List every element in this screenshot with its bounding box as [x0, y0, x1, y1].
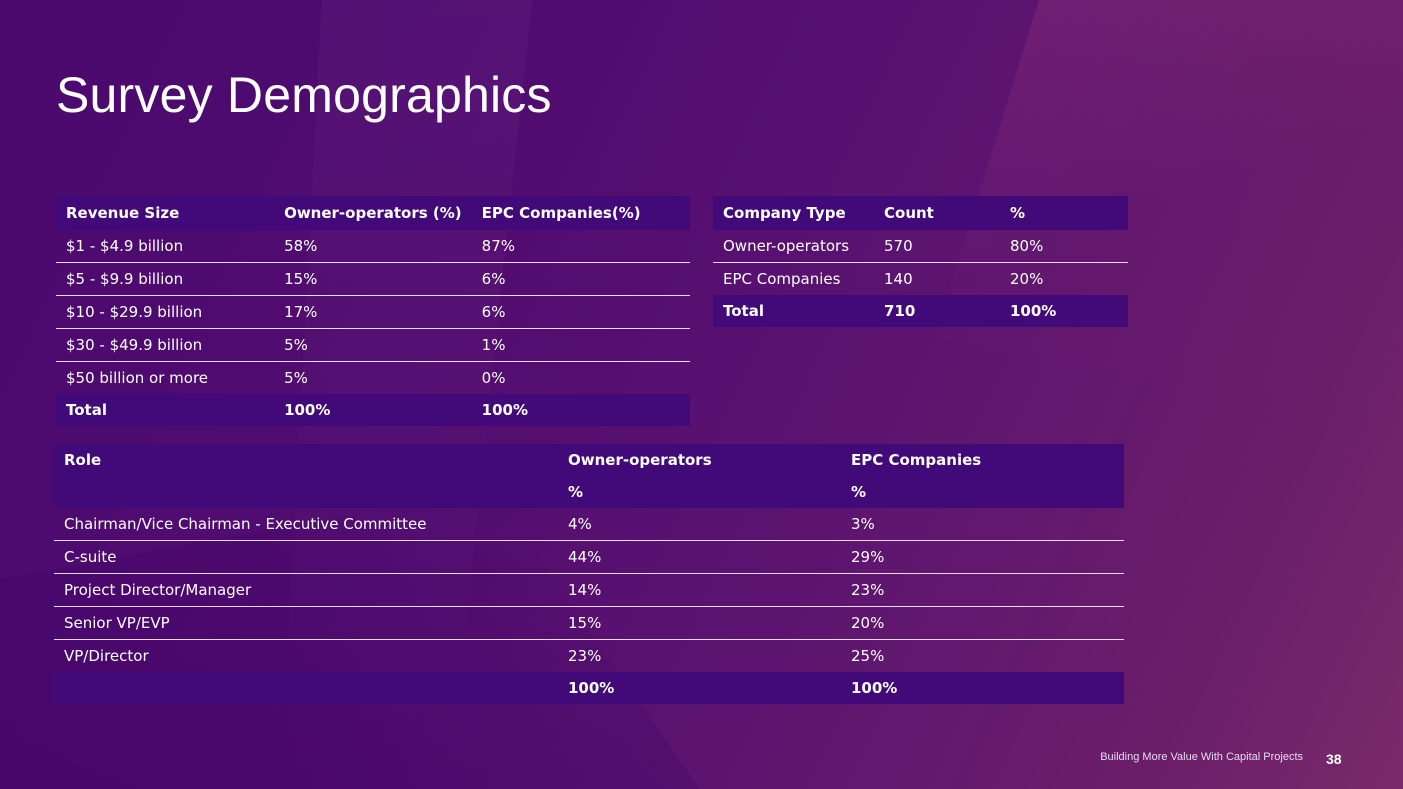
table-cell: 87% — [471, 230, 690, 263]
table-row: $30 - $49.9 billion 5% 1% — [56, 328, 690, 362]
column-header: EPC Companies(%) — [471, 196, 690, 230]
table-header-row: Revenue Size Owner-operators (%) EPC Com… — [56, 196, 690, 230]
table-row: Chairman/Vice Chairman - Executive Commi… — [54, 508, 1124, 541]
table-total-row: 100% 100% — [54, 672, 1124, 704]
table-cell: VP/Director — [64, 647, 149, 665]
table-total-row: Total 710 100% — [713, 295, 1128, 327]
table-cell: Chairman/Vice Chairman - Executive Commi… — [54, 508, 558, 541]
table-cell: $50 billion or more — [66, 369, 209, 387]
table-cell: 15% — [558, 606, 841, 640]
table-cell: Owner-operators — [713, 230, 874, 263]
total-cell: 100% — [1000, 295, 1128, 327]
company-type-table: Company Type Count % Owner-operators 570… — [713, 196, 1128, 327]
table-cell: 80% — [1000, 230, 1128, 263]
table-cell: $5 - $9.9 billion — [56, 262, 275, 296]
table-cell: 4% — [558, 508, 841, 541]
table-header-row: Company Type Count % — [713, 196, 1128, 230]
table-cell: 17% — [274, 295, 472, 329]
column-subheader: % — [558, 476, 841, 508]
column-subheader: % — [841, 476, 1124, 508]
table-cell: 6% — [471, 295, 690, 329]
table-cell: 23% — [841, 573, 1124, 607]
table-row: $50 billion or more 5% 0% — [56, 362, 690, 395]
table-subheader-row: % % — [54, 476, 1124, 508]
table-cell: 29% — [841, 540, 1124, 574]
table-cell: 58% — [274, 230, 472, 263]
table-row: $5 - $9.9 billion 15% 6% — [56, 262, 690, 296]
role-table: Role Owner-operators EPC Companies % % C… — [54, 444, 1124, 704]
table-row: VP/Director 23% 25% — [54, 640, 1124, 673]
table-cell: $30 - $49.9 billion — [56, 328, 275, 362]
table-cell: 25% — [851, 647, 885, 665]
table-cell: 0% — [481, 369, 506, 387]
table-header-row: Role Owner-operators EPC Companies — [54, 444, 1124, 476]
table-cell: 20% — [1010, 270, 1044, 288]
table-cell: 44% — [558, 540, 841, 574]
table-cell: 5% — [274, 328, 472, 362]
table-cell: 15% — [274, 262, 472, 296]
total-cell: 100% — [274, 394, 472, 426]
total-cell — [54, 672, 558, 704]
table-cell: 23% — [568, 647, 602, 665]
footer-title: Building More Value With Capital Project… — [1100, 751, 1303, 763]
table-row: $1 - $4.9 billion 58% 87% — [56, 230, 690, 263]
table-cell: 3% — [841, 508, 1124, 541]
total-cell: 100% — [471, 394, 690, 426]
table-cell: 1% — [471, 328, 690, 362]
table-row: $10 - $29.9 billion 17% 6% — [56, 295, 690, 329]
column-subheader — [54, 476, 558, 508]
page-title: Survey Demographics — [56, 67, 552, 123]
total-cell: Total — [56, 394, 275, 426]
table-row: EPC Companies 140 20% — [713, 263, 1128, 296]
column-header: Revenue Size — [56, 196, 275, 230]
total-cell: 100% — [558, 672, 841, 704]
column-header: Company Type — [713, 196, 874, 230]
total-cell: 100% — [841, 672, 1124, 704]
table-total-row: Total 100% 100% — [56, 394, 690, 426]
table-cell: Senior VP/EVP — [54, 606, 558, 640]
column-header: Count — [874, 196, 1000, 230]
table-row: Owner-operators 570 80% — [713, 230, 1128, 263]
revenue-size-table: Revenue Size Owner-operators (%) EPC Com… — [56, 196, 690, 426]
page-number: 38 — [1326, 751, 1342, 767]
column-header: % — [1000, 196, 1128, 230]
column-header: Owner-operators — [558, 444, 841, 476]
table-cell: $10 - $29.9 billion — [56, 295, 275, 329]
table-row: Senior VP/EVP 15% 20% — [54, 606, 1124, 640]
total-cell: 710 — [874, 295, 1000, 327]
total-cell: Total — [713, 295, 874, 327]
table-cell: 570 — [874, 230, 1000, 263]
column-header: Role — [54, 444, 558, 476]
table-cell: C-suite — [54, 540, 558, 574]
table-cell: 140 — [884, 270, 913, 288]
table-cell: EPC Companies — [723, 270, 841, 288]
table-cell: 5% — [284, 369, 308, 387]
column-header: Owner-operators (%) — [274, 196, 472, 230]
table-row: C-suite 44% 29% — [54, 540, 1124, 574]
table-cell: 6% — [471, 262, 690, 296]
table-cell: 20% — [841, 606, 1124, 640]
column-header: EPC Companies — [841, 444, 1124, 476]
table-cell: Project Director/Manager — [54, 573, 558, 607]
table-cell: 14% — [558, 573, 841, 607]
table-row: Project Director/Manager 14% 23% — [54, 573, 1124, 607]
table-cell: $1 - $4.9 billion — [56, 230, 275, 263]
